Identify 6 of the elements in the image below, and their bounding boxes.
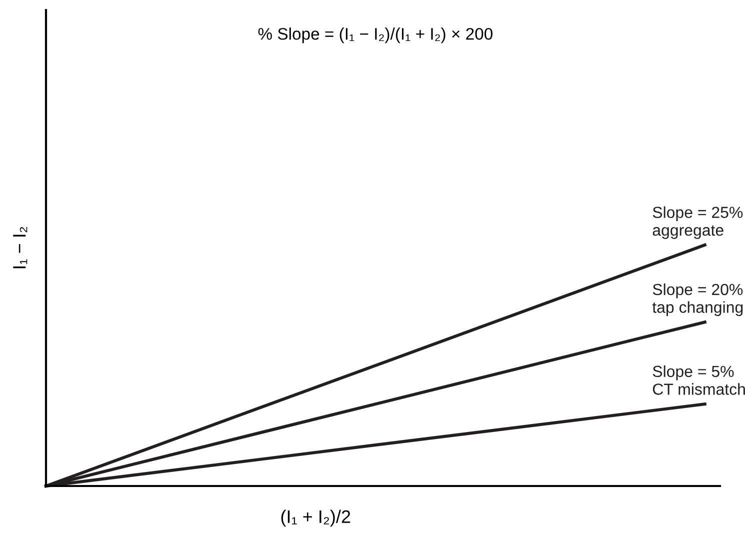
chart-title: % Slope = (I₁ − I₂)/(I₁ + I₂) × 200 — [258, 28, 492, 44]
y-axis-title: I₁ − I₂ — [13, 227, 28, 268]
x-axis-title: (I₁ + I₂)/2 — [281, 510, 350, 527]
series-label: Slope = 20% tap changing — [652, 283, 743, 316]
series-label: Slope = 25% aggregate — [652, 206, 743, 239]
series-label: Slope = 5% CT mismatch — [652, 365, 745, 395]
